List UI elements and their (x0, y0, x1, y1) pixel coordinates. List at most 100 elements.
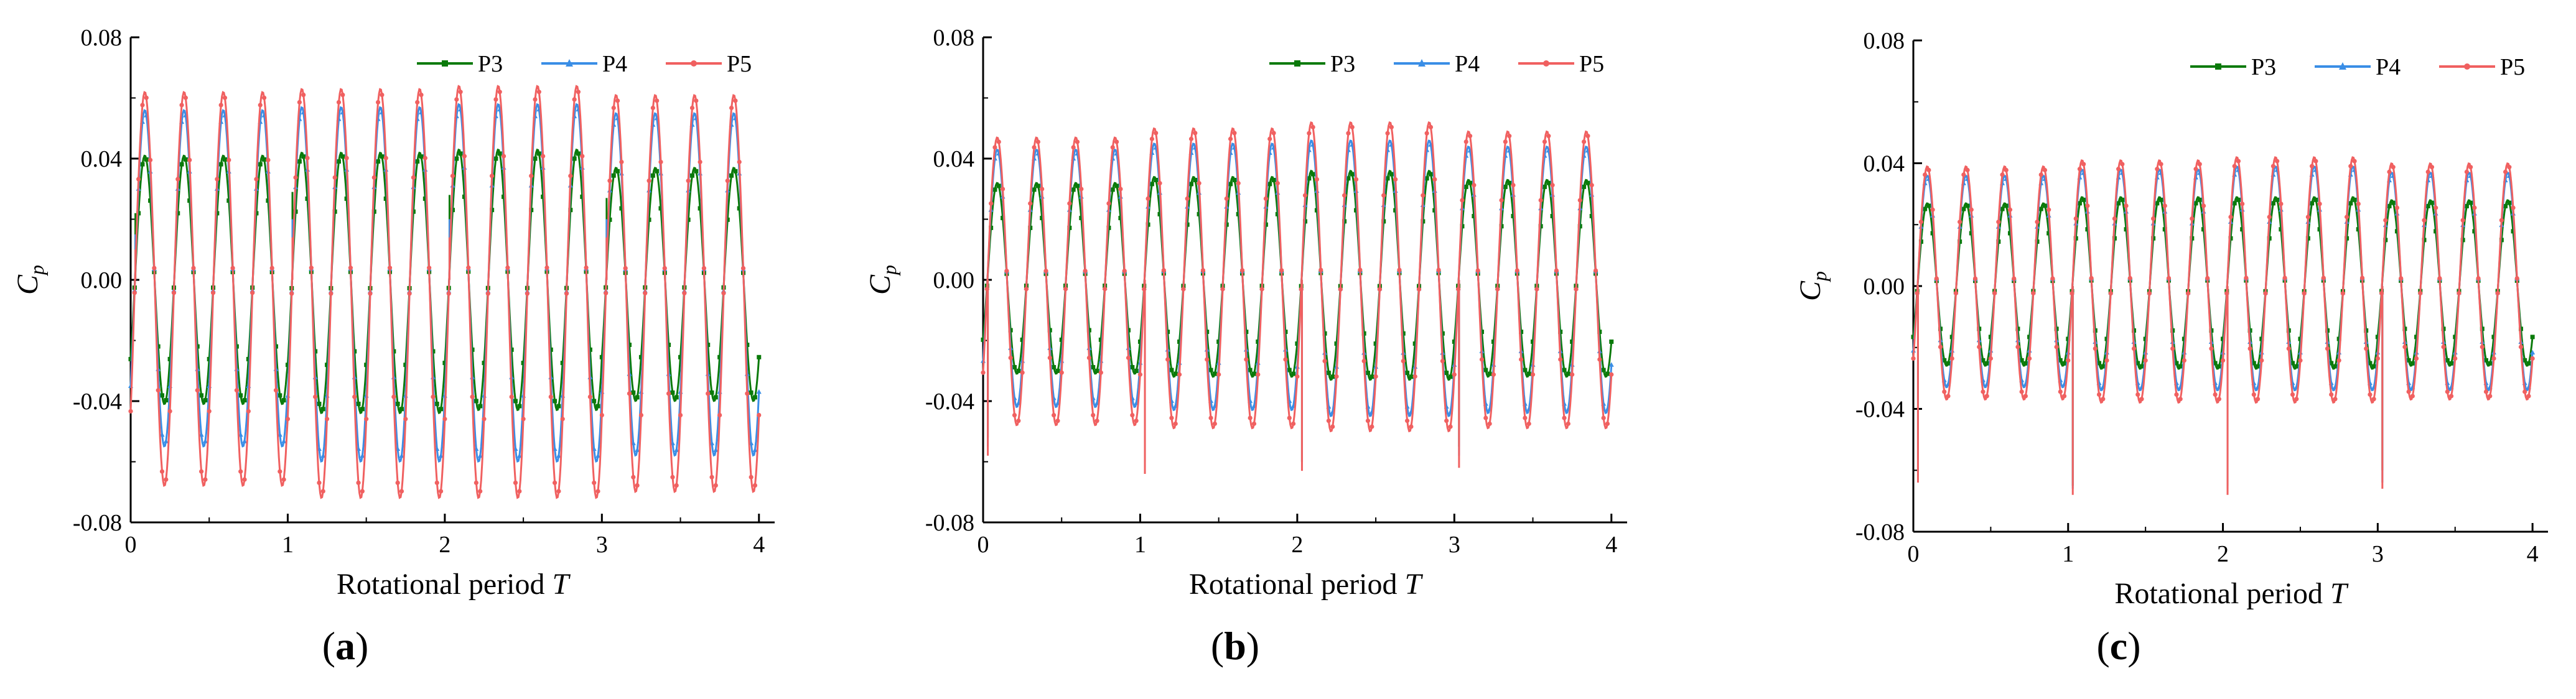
marker-P3 (1001, 216, 1006, 221)
marker-P5 (2488, 394, 2493, 399)
marker-P3 (2058, 358, 2063, 363)
legend: P3 P4 P5 (417, 51, 752, 77)
marker-P5 (289, 291, 294, 296)
x-tick-label: 4 (1605, 532, 1617, 558)
marker-P5 (501, 154, 506, 159)
marker-P3 (148, 198, 153, 203)
marker-P3 (2221, 336, 2226, 341)
marker-P5 (128, 409, 133, 414)
marker-P5 (552, 480, 558, 485)
marker-P3 (576, 151, 581, 156)
marker-P5 (340, 92, 345, 98)
marker-P5 (2143, 358, 2148, 363)
marker-P5 (2185, 291, 2191, 296)
marker-P3 (2305, 236, 2310, 241)
marker-P3 (1035, 183, 1040, 188)
marker-P5 (2286, 346, 2291, 351)
marker-P3 (1448, 374, 1453, 379)
marker-P5 (2263, 291, 2268, 296)
marker-P3 (1086, 328, 1091, 333)
marker-P5 (2108, 291, 2113, 296)
marker-P5 (2201, 203, 2206, 208)
marker-P3 (2394, 229, 2399, 234)
legend-label-P3: P3 (1330, 51, 1355, 77)
marker-P5 (525, 291, 530, 296)
marker-P5 (2004, 167, 2009, 173)
marker-P3 (1503, 184, 1508, 189)
marker-P3 (1589, 213, 1594, 218)
x-tick-label: 3 (1449, 532, 1460, 558)
marker-P3 (2193, 201, 2198, 206)
marker-P5 (740, 266, 746, 271)
marker-P5 (2081, 162, 2086, 167)
marker-P5 (706, 391, 711, 396)
marker-P3 (2464, 203, 2469, 208)
x-axis-title: Rotational period T (1189, 568, 1424, 601)
marker-P3 (2472, 229, 2477, 234)
marker-P5 (2294, 397, 2299, 402)
marker-P3 (1012, 365, 1017, 370)
marker-P3 (380, 154, 385, 159)
marker-P3 (1169, 368, 1174, 373)
marker-P3 (2004, 203, 2009, 208)
marker-P3 (1350, 172, 1355, 177)
marker-P5 (1389, 124, 1394, 130)
marker-P3 (278, 393, 282, 398)
panel-label: (b) (1211, 624, 1259, 668)
marker-P5 (1236, 181, 1241, 186)
marker-P5 (1134, 419, 1139, 424)
marker-P3 (2356, 227, 2361, 232)
marker-P3 (1154, 177, 1159, 182)
x-tick-label: 1 (2062, 541, 2074, 567)
marker-P5 (2530, 356, 2535, 361)
marker-P3 (254, 211, 259, 216)
marker-P3 (238, 393, 243, 398)
marker-P5 (454, 97, 459, 102)
marker-P5 (1609, 372, 1614, 377)
marker-P3 (203, 398, 208, 403)
marker-P5 (1377, 287, 1383, 292)
marker-P5 (1589, 183, 1594, 188)
marker-P3 (1055, 368, 1060, 373)
marker-P5 (1079, 187, 1084, 192)
marker-P3 (2329, 361, 2334, 366)
marker-P5 (411, 175, 416, 180)
x-axis-title: Rotational period T (337, 568, 571, 601)
marker-P3 (733, 169, 738, 174)
marker-P3 (2526, 361, 2531, 366)
marker-P5 (1424, 131, 1429, 136)
marker-P5 (1526, 421, 1531, 426)
marker-P5 (281, 477, 286, 482)
marker-P5 (266, 157, 271, 162)
marker-P5 (717, 412, 722, 418)
marker-P3 (2449, 361, 2454, 366)
marker-P5 (450, 174, 455, 178)
marker-P5 (2244, 275, 2249, 280)
marker-P5 (348, 266, 353, 271)
marker-P5 (474, 480, 478, 485)
marker-P5 (2310, 164, 2315, 169)
marker-P3 (1479, 330, 1484, 335)
marker-P3 (513, 399, 518, 404)
marker-P3 (1354, 208, 1359, 213)
marker-P5 (442, 417, 447, 422)
marker-P5 (595, 489, 600, 494)
marker-P3 (678, 354, 683, 359)
marker-P5 (1938, 345, 1943, 350)
marker-P3 (1322, 331, 1327, 336)
marker-P5 (2007, 207, 2013, 212)
marker-P5 (1299, 287, 1304, 292)
marker-P3 (2336, 336, 2341, 341)
marker-P5 (1228, 136, 1233, 141)
marker-P3 (1546, 180, 1551, 185)
marker-P5 (670, 474, 675, 479)
marker-P3 (478, 404, 483, 409)
marker-P5 (1440, 359, 1445, 364)
marker-P5 (576, 90, 581, 95)
marker-P5 (1393, 177, 1398, 182)
marker-P5 (293, 175, 298, 180)
marker-P3 (403, 363, 408, 368)
marker-P3 (1538, 224, 1543, 229)
marker-P5 (1585, 134, 1590, 139)
marker-P3 (2391, 200, 2396, 205)
